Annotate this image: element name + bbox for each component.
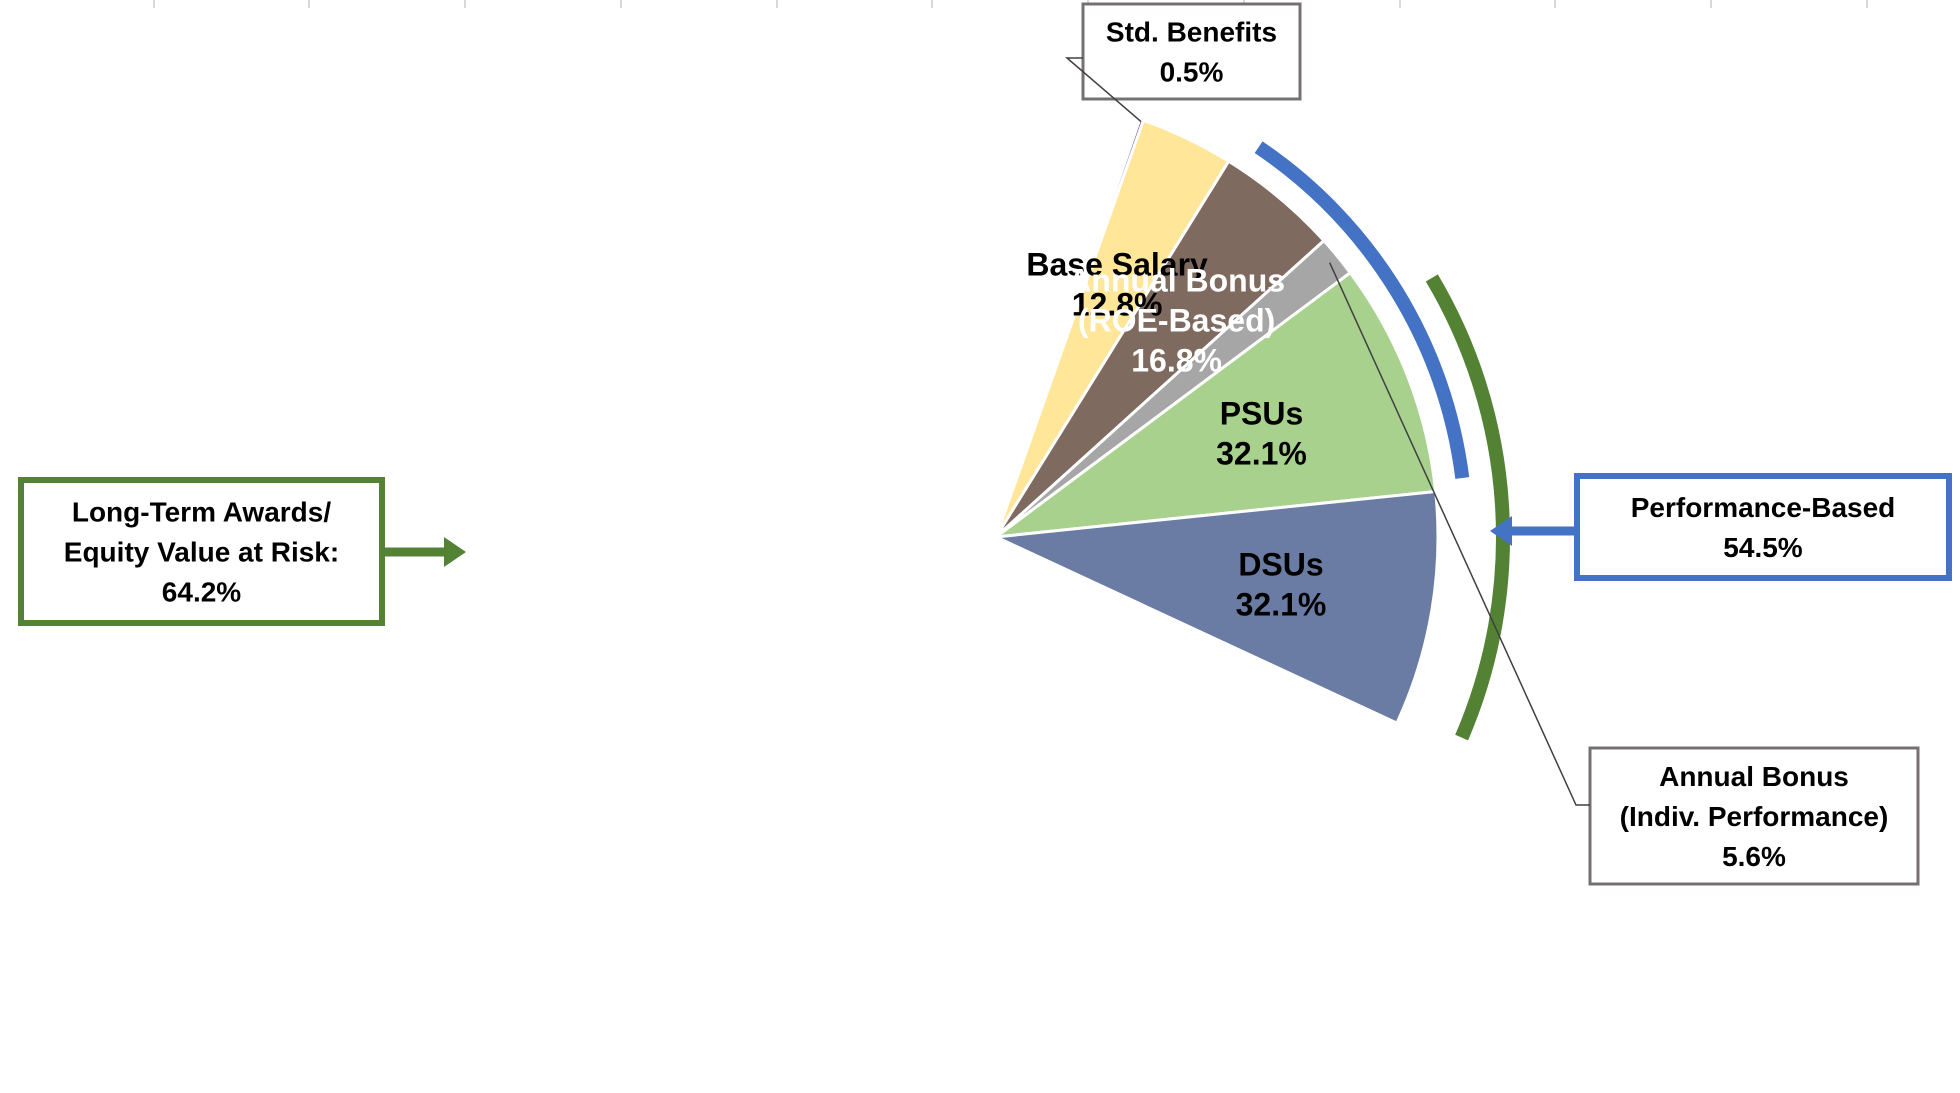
std-benefits-callout-frame <box>1081 2 1302 101</box>
indiv-bonus-callout-text: 5.6% <box>1722 841 1786 872</box>
indiv-bonus-leader-line <box>1329 262 1590 806</box>
callouts: Std. Benefits 0.5% Annual Bonus (Indiv. Per… <box>18 2 1952 886</box>
slice-label-annual-bonus-roe-based: Annual Bonus <box>1068 262 1285 298</box>
slice-label-dsus: DSUs <box>1238 547 1323 583</box>
slice-label-annual-bonus-roe-based: (ROE-Based) <box>1078 302 1275 338</box>
indiv-bonus-callout-frame <box>1588 746 1920 886</box>
long-term-awards-arrowhead <box>444 537 466 567</box>
pie-slice-psus <box>990 270 1438 540</box>
performance-based-arc <box>1254 141 1470 479</box>
std-benefits-callout-text: Std. Benefits <box>1106 17 1277 48</box>
top-gridlines <box>153 0 1868 8</box>
performance-based-callout-frame <box>1574 473 1952 581</box>
indiv-bonus-callout-text: Annual Bonus <box>1659 761 1849 792</box>
std-benefits-callout-text: 0.5% <box>1160 57 1224 88</box>
slice-labels: Base Salary 12.8%Annual Bonus (ROE-Based) 1… <box>1026 247 1326 623</box>
long-term-awards-callout-frame <box>18 477 385 626</box>
slice-label-annual-bonus-roe-based: 16.8% <box>1131 342 1222 378</box>
slice-label-psus: 32.1% <box>1216 435 1307 471</box>
pie-slice-dsus <box>990 489 1440 726</box>
indiv-bonus-callout-text: (Indiv. Performance) <box>1620 801 1889 832</box>
long-term-awards-callout-text: Equity Value at Risk: <box>64 537 339 568</box>
std-benefits-callout: Std. Benefits 0.5% <box>1081 2 1302 101</box>
group-arcs <box>1254 141 1510 741</box>
pie-slices <box>990 117 1440 726</box>
performance-based-callout: Performance-Based 54.5% <box>1574 473 1952 581</box>
performance-based-callout-text: Performance-Based <box>1631 492 1896 523</box>
long-term-awards-arc <box>1425 274 1510 741</box>
slice-label-psus: PSUs <box>1220 395 1304 431</box>
long-term-awards-callout-text: Long-Term Awards/ <box>72 497 332 528</box>
performance-based-callout-text: 54.5% <box>1723 532 1802 563</box>
slice-label-base-salary: 12.8% <box>1072 287 1163 323</box>
slice-label-dsus: 32.1% <box>1236 587 1327 623</box>
slice-label-base-salary: Base Salary <box>1026 247 1208 283</box>
long-term-awards-callout: Long-Term Awards/Equity Value at Risk: 64… <box>18 477 385 626</box>
long-term-awards-callout-text: 64.2% <box>162 577 241 608</box>
indiv-bonus-callout: Annual Bonus (Indiv. Performance) 5.6% <box>1588 746 1920 886</box>
std-benefits-leader-line <box>1064 57 1142 123</box>
performance-based-arrowhead <box>1490 516 1512 546</box>
